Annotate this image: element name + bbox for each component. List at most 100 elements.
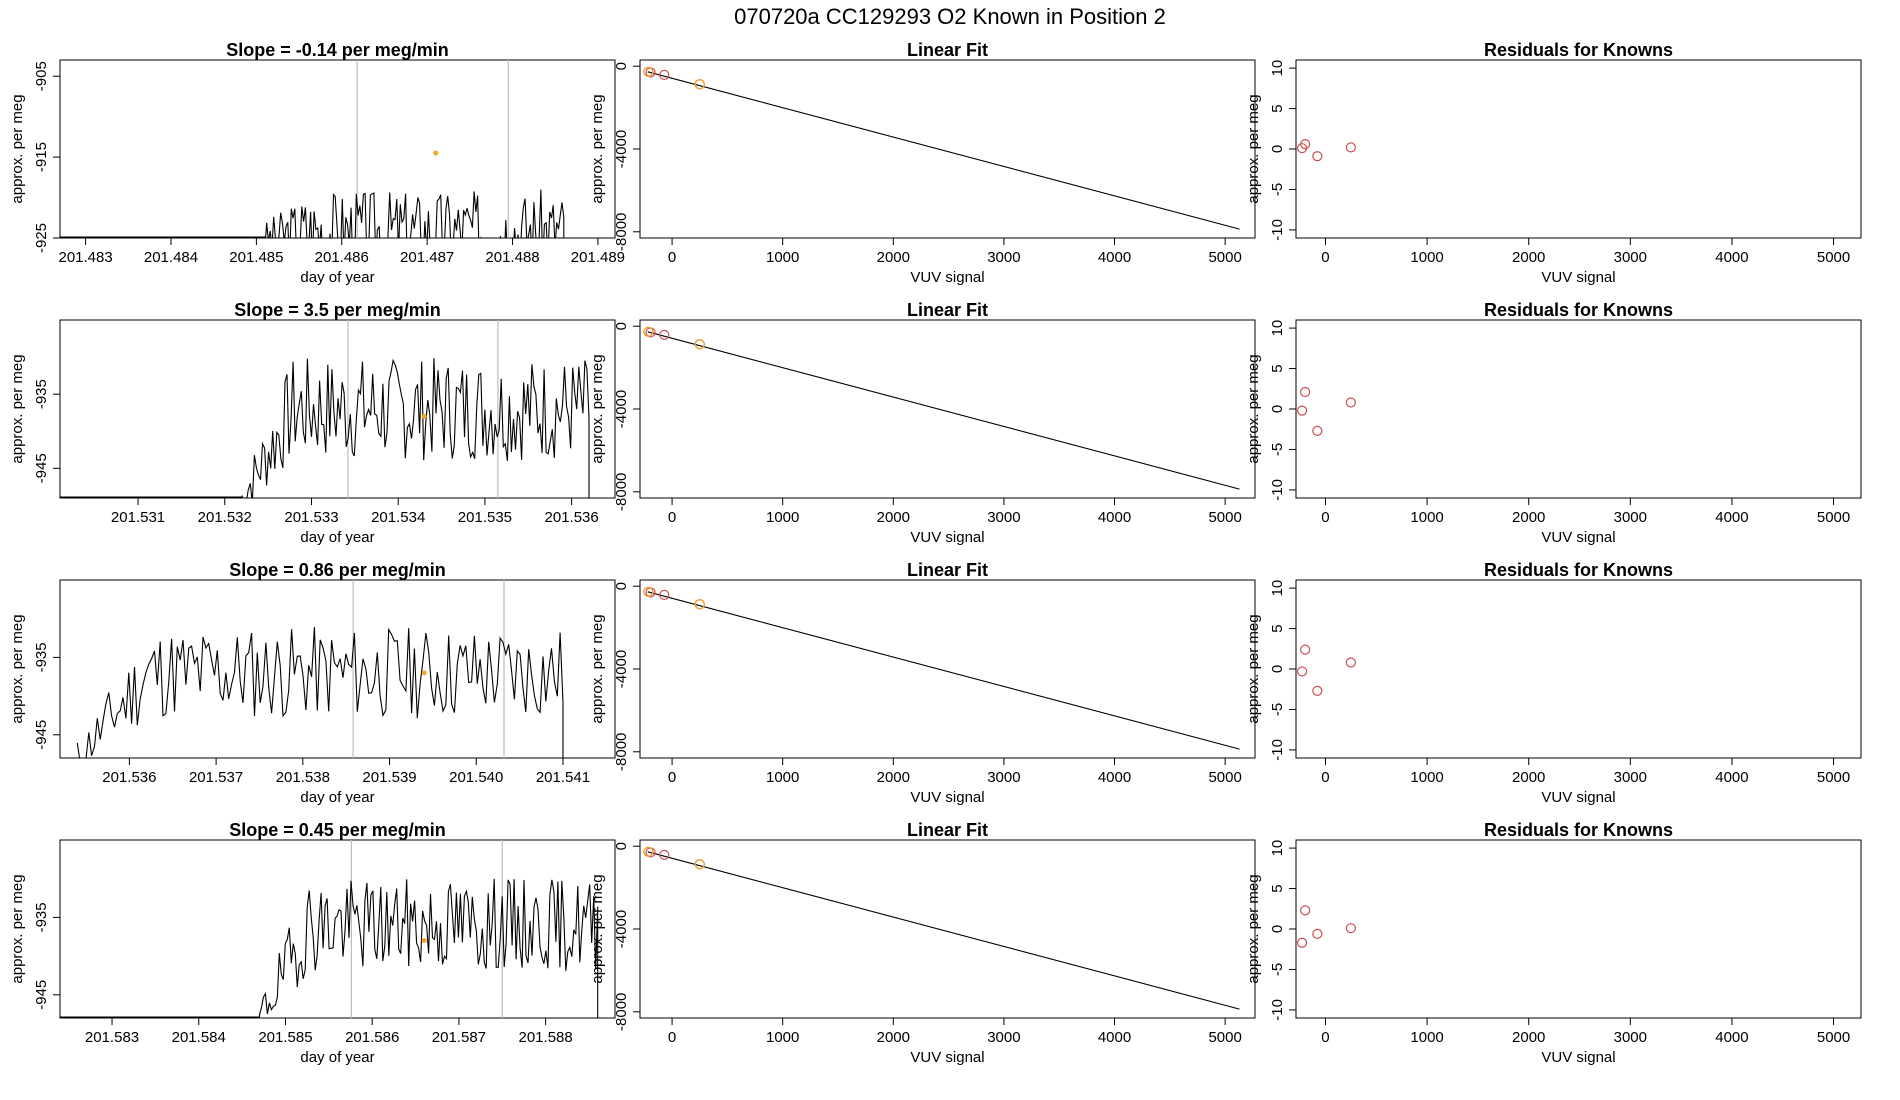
plot-frame [639, 579, 1256, 759]
x-tick-label: 1000 [766, 1029, 799, 1046]
y-axis-label: approx. per meg [1245, 354, 1262, 463]
x-tick-label: 5000 [1817, 509, 1850, 526]
known-point [1345, 923, 1356, 934]
x-tick-label: 2000 [877, 769, 910, 786]
x-tick-label: 201.538 [276, 769, 330, 786]
known-point [1300, 905, 1311, 916]
y-tick-label: -945 [33, 980, 50, 1010]
x-tick-label: 2000 [1512, 1029, 1545, 1046]
mean-marker [433, 150, 439, 156]
x-axis-label: VUV signal [1541, 789, 1615, 806]
plot-area [60, 320, 590, 498]
x-tick-label: 5000 [1208, 249, 1241, 266]
x-tick-label: 3000 [1614, 509, 1647, 526]
y-axis-label: approx. per meg [1245, 614, 1262, 723]
y-tick-label: 0 [1269, 405, 1286, 413]
signal-trace [60, 878, 599, 1018]
known-point [1312, 928, 1323, 939]
x-tick-label: 1000 [766, 769, 799, 786]
chart-title: Linear Fit [907, 40, 988, 60]
y-tick-label: -5 [1269, 443, 1286, 456]
figure-title: 070720a CC129293 O2 Known in Position 2 [734, 4, 1166, 29]
chart-panel-r0-c0: Slope = -0.14 per meg/min 201.483 201.484 2… [9, 40, 625, 286]
x-tick-label: 4000 [1098, 509, 1131, 526]
x-tick-label: 201.487 [400, 249, 454, 266]
plot-area [643, 586, 1240, 750]
x-tick-label: 4000 [1098, 769, 1131, 786]
x-tick-label: 201.532 [198, 509, 252, 526]
y-tick-label: -10 [1269, 219, 1286, 241]
fit-line [647, 851, 1240, 1010]
x-tick-label: 1000 [1410, 509, 1443, 526]
x-tick-label: 201.584 [172, 1029, 226, 1046]
y-tick-label: 5 [1269, 884, 1286, 892]
plot-area [1296, 644, 1356, 696]
x-tick-label: 5000 [1208, 1029, 1241, 1046]
x-tick-label: 201.533 [284, 509, 338, 526]
plot-area [1296, 905, 1356, 948]
chart-panel-r0-c1: Linear Fit 0 1000 2000 3000 4000 5000 -8000 -400… [589, 40, 1256, 286]
known-point [1296, 405, 1308, 416]
chart-panel-r2-c0: Slope = 0.86 per meg/min 201.536 201.537 20… [9, 560, 616, 806]
x-tick-label: 201.583 [85, 1029, 139, 1046]
y-tick-label: -10 [1269, 999, 1286, 1021]
plot-area [643, 326, 1240, 490]
plot-area [643, 66, 1240, 230]
x-tick-label: 201.540 [449, 769, 503, 786]
unknown-point [643, 66, 654, 77]
x-tick-label: 4000 [1098, 249, 1131, 266]
y-tick-label: -945 [33, 453, 50, 483]
y-axis-label: approx. per meg [9, 614, 26, 723]
panels-group: Slope = -0.14 per meg/min 201.483 201.484 2… [9, 40, 1862, 1066]
mean-marker [421, 413, 427, 419]
chart-panel-r1-c1: Linear Fit 0 1000 2000 3000 4000 5000 -8000 -400… [589, 300, 1256, 546]
known-point [1345, 397, 1356, 408]
chart-title: Residuals for Knowns [1484, 560, 1673, 580]
y-tick-label: -4000 [613, 390, 630, 428]
chart-title: Slope = -0.14 per meg/min [226, 40, 449, 60]
x-tick-label: 0 [668, 1029, 676, 1046]
y-axis-label: approx. per meg [589, 354, 606, 463]
x-tick-label: 2000 [1512, 249, 1545, 266]
chart-panel-r0-c2: Residuals for Knowns 0 1000 2000 3000 4000 500… [1245, 40, 1862, 286]
plot-frame [1295, 59, 1862, 239]
y-tick-label: -935 [33, 642, 50, 672]
plot-frame [59, 839, 616, 1019]
y-tick-label: -5 [1269, 703, 1286, 716]
x-tick-label: 2000 [877, 249, 910, 266]
plot-frame [639, 59, 1256, 239]
x-tick-label: 0 [668, 509, 676, 526]
signal-trace [60, 358, 590, 498]
x-tick-label: 201.488 [485, 249, 539, 266]
y-tick-label: 0 [1269, 925, 1286, 933]
x-tick-label: 201.534 [371, 509, 425, 526]
known-point [1312, 685, 1323, 696]
x-tick-label: 201.489 [571, 249, 625, 266]
y-tick-label: -925 [33, 223, 50, 253]
x-tick-label: 3000 [987, 509, 1020, 526]
x-axis-label: VUV signal [1541, 529, 1615, 546]
plot-frame [1295, 579, 1862, 759]
x-tick-label: 201.535 [458, 509, 512, 526]
chart-panel-r1-c2: Residuals for Knowns 0 1000 2000 3000 4000 500… [1245, 300, 1862, 546]
y-tick-label: 5 [1269, 364, 1286, 372]
x-tick-label: 201.483 [58, 249, 112, 266]
x-tick-label: 201.485 [229, 249, 283, 266]
y-axis-label: approx. per meg [589, 874, 606, 983]
y-tick-label: -4000 [613, 910, 630, 948]
x-tick-label: 201.541 [536, 769, 590, 786]
y-axis-label: approx. per meg [1245, 874, 1262, 983]
x-tick-label: 201.539 [362, 769, 416, 786]
x-axis-label: VUV signal [910, 269, 984, 286]
y-tick-label: 10 [1269, 320, 1286, 337]
known-point [1300, 644, 1311, 655]
x-tick-label: 0 [1321, 769, 1329, 786]
y-tick-label: -5 [1269, 963, 1286, 976]
known-point [659, 849, 670, 861]
chart-panel-r3-c2: Residuals for Knowns 0 1000 2000 3000 4000 500… [1245, 820, 1862, 1066]
y-tick-label: 5 [1269, 104, 1286, 112]
x-tick-label: 5000 [1208, 769, 1241, 786]
y-tick-label: -8000 [613, 473, 630, 511]
x-tick-label: 3000 [987, 1029, 1020, 1046]
